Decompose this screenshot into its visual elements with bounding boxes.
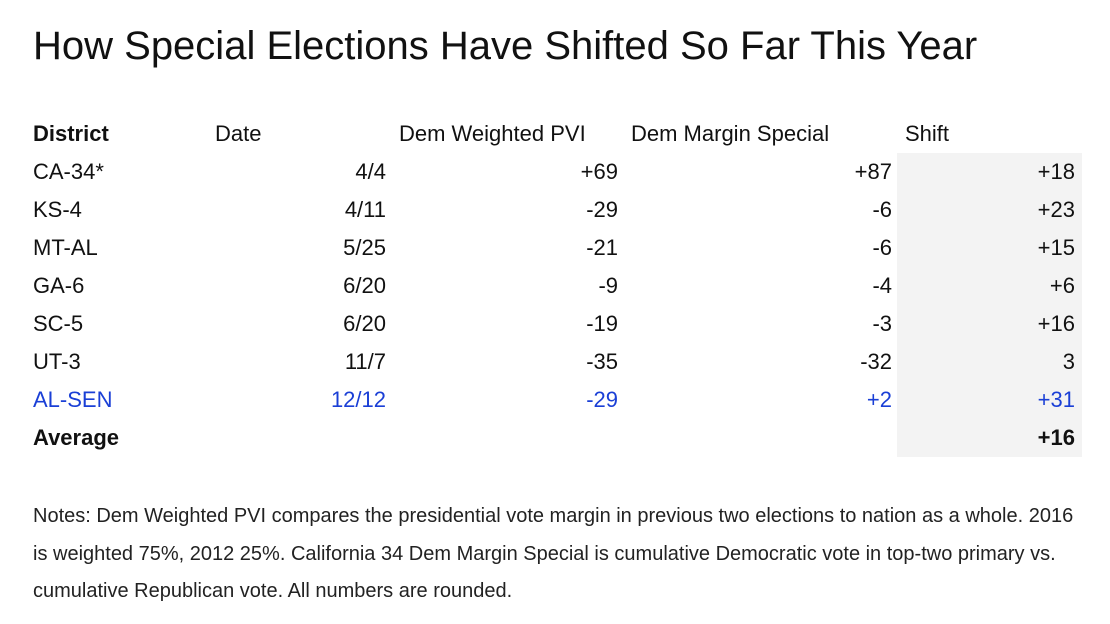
table-header: District Date Dem Weighted PVI Dem Margi… bbox=[0, 115, 1110, 153]
header-pvi: Dem Weighted PVI bbox=[399, 121, 586, 146]
cell-pvi: +69 bbox=[580, 159, 618, 184]
cell-district: CA-34* bbox=[33, 159, 104, 184]
average-row: Average +16 bbox=[0, 419, 1110, 457]
cell-district: MT-AL bbox=[33, 235, 98, 260]
cell-pvi: -29 bbox=[586, 387, 618, 412]
cell-margin: +87 bbox=[854, 159, 892, 184]
header-district: District bbox=[33, 121, 109, 146]
table-row: AL-SEN 12/12 -29 +2 +31 bbox=[0, 381, 1110, 419]
cell-date: 4/11 bbox=[344, 197, 386, 222]
cell-pvi: -19 bbox=[586, 311, 618, 336]
table-row: SC-5 6/20 -19 -3 +16 bbox=[0, 305, 1110, 343]
cell-shift: +31 bbox=[1037, 387, 1075, 412]
cell-margin: +2 bbox=[866, 387, 892, 412]
cell-shift: +18 bbox=[1037, 159, 1075, 184]
cell-shift: +23 bbox=[1037, 197, 1075, 222]
cell-district: AL-SEN bbox=[33, 387, 113, 412]
table-row: GA-6 6/20 -9 -4 +6 bbox=[0, 267, 1110, 305]
cell-district: SC-5 bbox=[33, 311, 84, 336]
cell-pvi: -21 bbox=[586, 235, 618, 260]
cell-shift: +16 bbox=[1037, 311, 1075, 336]
table-row: KS-4 4/11 -29 -6 +23 bbox=[0, 191, 1110, 229]
table-row: UT-3 11/7 -35 -32 3 bbox=[0, 343, 1110, 381]
cell-shift: +15 bbox=[1037, 235, 1075, 260]
average-shift: +16 bbox=[1037, 425, 1075, 450]
cell-margin: -6 bbox=[872, 235, 892, 260]
table-row: CA-34* 4/4 +69 +87 +18 bbox=[0, 153, 1110, 191]
cell-shift: 3 bbox=[1062, 349, 1075, 374]
header-date: Date bbox=[215, 121, 262, 146]
cell-pvi: -35 bbox=[586, 349, 618, 374]
cell-pvi: -29 bbox=[586, 197, 618, 222]
cell-pvi: -9 bbox=[598, 273, 618, 298]
cell-date: 6/20 bbox=[343, 311, 386, 336]
page-title: How Special Elections Have Shifted So Fa… bbox=[33, 24, 978, 68]
cell-margin: -4 bbox=[872, 273, 892, 298]
cell-shift: +6 bbox=[1049, 273, 1075, 298]
header-shift: Shift bbox=[905, 121, 950, 146]
cell-margin: -3 bbox=[872, 311, 892, 336]
header-margin: Dem Margin Special bbox=[631, 121, 830, 146]
average-label: Average bbox=[33, 425, 120, 450]
cell-date: 4/4 bbox=[355, 159, 386, 184]
notes: Notes: Dem Weighted PVI compares the pre… bbox=[33, 505, 1074, 602]
cell-district: KS-4 bbox=[33, 197, 82, 222]
cell-date: 11/7 bbox=[344, 349, 386, 374]
shift-column-background bbox=[897, 153, 1082, 457]
cell-district: UT-3 bbox=[33, 349, 81, 374]
cell-margin: -32 bbox=[860, 349, 892, 374]
cell-date: 6/20 bbox=[343, 273, 386, 298]
cell-margin: -6 bbox=[872, 197, 892, 222]
cell-district: GA-6 bbox=[33, 273, 85, 298]
cell-date: 5/25 bbox=[343, 235, 386, 260]
cell-date: 12/12 bbox=[330, 387, 386, 412]
table-row: MT-AL 5/25 -21 -6 +15 bbox=[0, 229, 1110, 267]
